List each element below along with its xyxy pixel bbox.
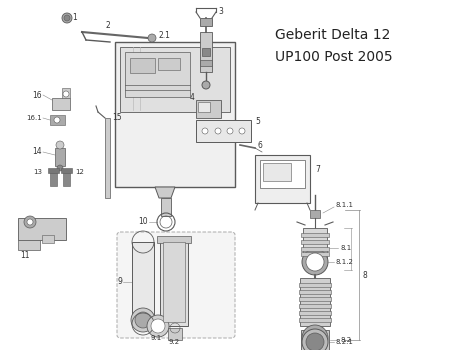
- Bar: [196, 120, 251, 142]
- Bar: [50, 115, 65, 125]
- Text: 5: 5: [255, 118, 260, 126]
- Bar: [301, 330, 329, 350]
- Text: 8: 8: [362, 271, 367, 280]
- Bar: [299, 318, 331, 322]
- Circle shape: [239, 128, 245, 134]
- Bar: [300, 278, 330, 326]
- Circle shape: [302, 249, 328, 275]
- Text: 16.1: 16.1: [26, 115, 42, 121]
- Bar: [163, 242, 185, 322]
- Bar: [52, 98, 70, 110]
- Text: 15: 15: [112, 113, 122, 122]
- Text: 8.2.1: 8.2.1: [335, 339, 353, 345]
- Bar: [130, 58, 155, 73]
- Bar: [200, 60, 212, 66]
- Circle shape: [306, 253, 324, 271]
- Text: 2.1: 2.1: [158, 30, 170, 40]
- Circle shape: [131, 308, 155, 332]
- Bar: [125, 52, 190, 97]
- Bar: [160, 238, 188, 326]
- Circle shape: [147, 315, 169, 337]
- Text: 6: 6: [257, 140, 262, 149]
- Bar: [62, 88, 70, 98]
- Bar: [61, 168, 72, 173]
- Text: 8.1.1: 8.1.1: [335, 202, 353, 208]
- Bar: [196, 100, 221, 118]
- Bar: [301, 233, 329, 237]
- Circle shape: [27, 219, 33, 225]
- Bar: [202, 48, 210, 56]
- Bar: [200, 32, 212, 72]
- Bar: [255, 155, 310, 203]
- Bar: [263, 163, 291, 181]
- Circle shape: [306, 333, 324, 350]
- Circle shape: [148, 34, 156, 42]
- Bar: [105, 118, 110, 198]
- Bar: [168, 328, 182, 340]
- Text: 7: 7: [315, 166, 320, 175]
- Text: 9: 9: [117, 278, 122, 287]
- Circle shape: [54, 117, 60, 123]
- Bar: [299, 297, 331, 301]
- Bar: [299, 311, 331, 315]
- Bar: [299, 304, 331, 308]
- Bar: [50, 170, 57, 186]
- Bar: [18, 240, 40, 250]
- Circle shape: [151, 319, 165, 333]
- Text: 13: 13: [33, 169, 42, 175]
- Circle shape: [64, 15, 70, 21]
- Text: 10: 10: [139, 217, 148, 226]
- Circle shape: [302, 329, 328, 350]
- Text: 8.2: 8.2: [340, 337, 351, 343]
- Bar: [48, 168, 59, 173]
- Text: 4: 4: [189, 93, 194, 103]
- Bar: [299, 290, 331, 294]
- Circle shape: [227, 128, 233, 134]
- Bar: [132, 242, 154, 324]
- Bar: [42, 235, 54, 243]
- Text: 8.1.2: 8.1.2: [335, 259, 353, 265]
- Bar: [301, 252, 329, 256]
- Bar: [303, 228, 327, 258]
- Bar: [301, 240, 329, 244]
- Bar: [260, 160, 305, 188]
- FancyBboxPatch shape: [117, 232, 235, 338]
- Circle shape: [56, 141, 64, 149]
- Circle shape: [202, 128, 208, 134]
- Text: UP100 Post 2005: UP100 Post 2005: [275, 50, 392, 64]
- Text: 1: 1: [72, 14, 77, 22]
- Circle shape: [57, 165, 63, 171]
- Bar: [198, 102, 210, 112]
- Bar: [55, 148, 65, 166]
- Text: Geberit Delta 12: Geberit Delta 12: [275, 28, 391, 42]
- Bar: [310, 210, 320, 218]
- Text: 16: 16: [33, 91, 42, 99]
- Bar: [157, 236, 191, 243]
- Text: 9.2: 9.2: [168, 339, 179, 345]
- Bar: [161, 198, 171, 216]
- Text: 9.1: 9.1: [150, 335, 161, 341]
- Circle shape: [215, 128, 221, 134]
- Circle shape: [63, 91, 69, 97]
- Circle shape: [62, 13, 72, 23]
- Bar: [63, 170, 70, 186]
- Circle shape: [135, 312, 151, 328]
- Bar: [115, 42, 235, 187]
- Text: 14: 14: [33, 147, 42, 156]
- Polygon shape: [155, 187, 175, 198]
- Bar: [299, 283, 331, 287]
- Circle shape: [24, 216, 36, 228]
- Text: 11: 11: [20, 251, 29, 259]
- Text: 3: 3: [218, 7, 223, 16]
- Bar: [301, 247, 329, 251]
- Text: 12: 12: [75, 169, 84, 175]
- Text: 2: 2: [105, 21, 110, 29]
- Text: 8.1: 8.1: [340, 245, 351, 251]
- Circle shape: [202, 81, 210, 89]
- Bar: [18, 218, 66, 240]
- Circle shape: [302, 325, 328, 350]
- Bar: [158, 58, 180, 70]
- Bar: [200, 18, 212, 26]
- Bar: [120, 47, 230, 112]
